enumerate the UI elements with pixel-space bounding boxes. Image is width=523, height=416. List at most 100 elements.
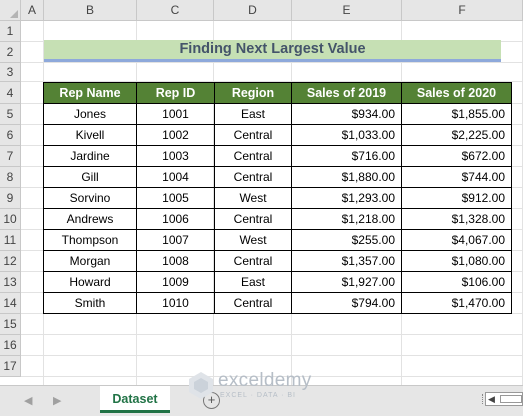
table-cell[interactable]: $794.00 (291, 292, 402, 314)
row-header-16[interactable]: 16 (0, 335, 21, 356)
table-cell[interactable]: 1004 (136, 166, 215, 188)
table-cell[interactable]: 1008 (136, 250, 215, 272)
table-header-cell[interactable]: Rep ID (136, 82, 215, 104)
row-header-10[interactable]: 10 (0, 209, 21, 230)
sheet-title[interactable]: Finding Next Largest Value (44, 40, 501, 59)
table-cell[interactable]: $1,855.00 (401, 103, 512, 125)
column-header-c[interactable]: C (137, 0, 214, 21)
table-cell[interactable]: Central (214, 292, 292, 314)
horizontal-scrollbar[interactable]: ◀ (485, 392, 523, 406)
table-cell[interactable]: Central (214, 250, 292, 272)
table-cell[interactable]: $716.00 (291, 145, 402, 167)
table-header-cell[interactable]: Region (214, 82, 292, 104)
column-header-a[interactable]: A (21, 0, 44, 21)
table-cell[interactable]: 1003 (136, 145, 215, 167)
next-sheet-arrow[interactable]: ▶ (53, 395, 62, 407)
sheet-tab-dataset[interactable]: Dataset (100, 386, 170, 413)
row-header-2[interactable]: 2 (0, 42, 21, 63)
table-cell[interactable]: West (214, 229, 292, 251)
table-cell[interactable]: Smith (43, 292, 137, 314)
table-cell[interactable]: $106.00 (401, 271, 512, 293)
table-cell[interactable]: $1,357.00 (291, 250, 402, 272)
table-cell[interactable]: Gill (43, 166, 137, 188)
table-row: Andrews 1006 Central $1,218.00 $1,328.00 (43, 208, 512, 230)
column-header-e[interactable]: E (292, 0, 402, 21)
sheet-tab-bar: ◀ ▶ Dataset + (0, 385, 523, 416)
table-cell[interactable]: 1007 (136, 229, 215, 251)
sales-table: Rep Name Rep ID Region Sales of 2019 Sales o… (43, 82, 512, 314)
row-header-5[interactable]: 5 (0, 104, 21, 125)
table-cell[interactable]: 1002 (136, 124, 215, 146)
table-cell[interactable]: Andrews (43, 208, 137, 230)
row-header-14[interactable]: 14 (0, 293, 21, 314)
table-cell[interactable]: Jones (43, 103, 137, 125)
table-cell[interactable]: $912.00 (401, 187, 512, 209)
table-cell[interactable]: $672.00 (401, 145, 512, 167)
table-cell[interactable]: West (214, 187, 292, 209)
table-cell[interactable]: Central (214, 166, 292, 188)
table-row: Kivell 1002 Central $1,033.00 $2,225.00 (43, 124, 512, 146)
table-cell[interactable]: $1,927.00 (291, 271, 402, 293)
table-cell[interactable]: Central (214, 145, 292, 167)
table-cell[interactable]: Central (214, 124, 292, 146)
scroll-left-arrow-icon[interactable]: ◀ (488, 394, 495, 404)
table-cell[interactable]: 1009 (136, 271, 215, 293)
table-cell[interactable]: Howard (43, 271, 137, 293)
table-cell[interactable]: $255.00 (291, 229, 402, 251)
table-cell[interactable]: $2,225.00 (401, 124, 512, 146)
row-header-4[interactable]: 4 (0, 82, 21, 104)
select-all-corner[interactable] (0, 0, 21, 21)
table-cell[interactable]: East (214, 271, 292, 293)
table-cell[interactable]: 1006 (136, 208, 215, 230)
table-cell[interactable]: $1,328.00 (401, 208, 512, 230)
table-row: Jones 1001 East $934.00 $1,855.00 (43, 103, 512, 125)
table-cell[interactable]: $744.00 (401, 166, 512, 188)
table-cell[interactable]: 1001 (136, 103, 215, 125)
table-cell[interactable]: $1,880.00 (291, 166, 402, 188)
table-cell[interactable]: Central (214, 208, 292, 230)
table-cell[interactable]: $1,080.00 (401, 250, 512, 272)
table-cell[interactable]: $934.00 (291, 103, 402, 125)
row-header-1[interactable]: 1 (0, 21, 21, 42)
table-cell[interactable]: $1,293.00 (291, 187, 402, 209)
row-header-3[interactable]: 3 (0, 63, 21, 82)
table-cell[interactable]: $1,033.00 (291, 124, 402, 146)
prev-sheet-arrow[interactable]: ◀ (24, 395, 33, 407)
table-cell[interactable]: Sorvino (43, 187, 137, 209)
row-header-12[interactable]: 12 (0, 251, 21, 272)
row-header-15[interactable]: 15 (0, 314, 21, 335)
row-header-11[interactable]: 11 (0, 230, 21, 251)
table-row: Morgan 1008 Central $1,357.00 $1,080.00 (43, 250, 512, 272)
row-header-7[interactable]: 7 (0, 146, 21, 167)
column-header-f[interactable]: F (402, 0, 523, 21)
exceldemy-logo-icon (189, 372, 213, 399)
table-cell[interactable]: 1005 (136, 187, 215, 209)
row-header-13[interactable]: 13 (0, 272, 21, 293)
gridline-horizontal (21, 313, 523, 314)
row-header-9[interactable]: 9 (0, 188, 21, 209)
table-row: Gill 1004 Central $1,880.00 $744.00 (43, 166, 512, 188)
table-cell[interactable]: Kivell (43, 124, 137, 146)
table-cell[interactable]: Thompson (43, 229, 137, 251)
table-cell[interactable]: $1,218.00 (291, 208, 402, 230)
table-cell[interactable]: $4,067.00 (401, 229, 512, 251)
row-header-6[interactable]: 6 (0, 125, 21, 146)
row-header-17[interactable]: 17 (0, 356, 21, 377)
table-cell[interactable]: Jardine (43, 145, 137, 167)
scroll-thumb[interactable] (500, 395, 522, 403)
table-header-cell[interactable]: Rep Name (43, 82, 137, 104)
table-row: Thompson 1007 West $255.00 $4,067.00 (43, 229, 512, 251)
column-header-d[interactable]: D (214, 0, 292, 21)
column-header-b[interactable]: B (44, 0, 137, 21)
gridline-horizontal (21, 62, 523, 63)
row-header-8[interactable]: 8 (0, 167, 21, 188)
table-header-cell[interactable]: Sales of 2020 (401, 82, 512, 104)
table-cell[interactable]: East (214, 103, 292, 125)
table-cell[interactable]: 1010 (136, 292, 215, 314)
table-header-cell[interactable]: Sales of 2019 (291, 82, 402, 104)
table-cell[interactable]: Morgan (43, 250, 137, 272)
tab-split-handle[interactable] (482, 394, 485, 404)
table-cell[interactable]: $1,470.00 (401, 292, 512, 314)
gridline-horizontal (21, 376, 523, 377)
